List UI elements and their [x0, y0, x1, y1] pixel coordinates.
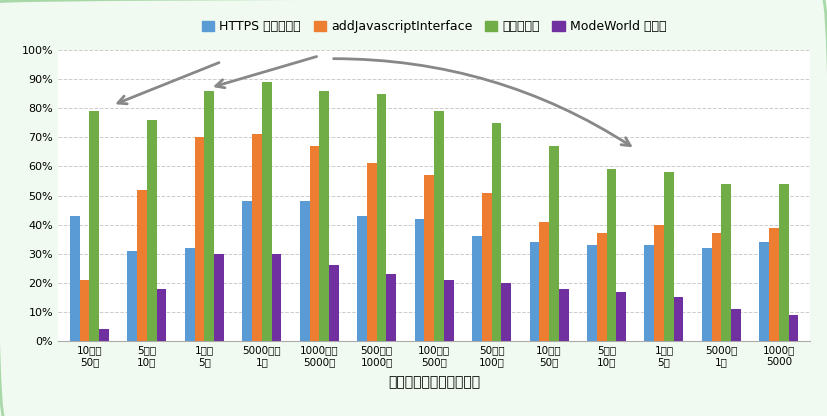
Bar	[70, 216, 79, 341]
Bar	[529, 242, 539, 341]
Bar	[99, 329, 109, 341]
Bar	[472, 236, 482, 341]
Bar	[137, 190, 147, 341]
Bar	[252, 134, 262, 341]
Bar	[262, 82, 271, 341]
Legend: HTTPS 実装脆弱性, addJavascriptInterface, 脆弱な暗号, ModeWorld の利用: HTTPS 実装脆弱性, addJavascriptInterface, 脆弱な…	[197, 15, 672, 38]
Bar	[501, 283, 511, 341]
Bar	[616, 292, 626, 341]
Bar	[539, 222, 549, 341]
Bar	[491, 123, 501, 341]
Bar	[204, 91, 214, 341]
Bar	[424, 175, 434, 341]
Bar	[789, 315, 798, 341]
Bar	[147, 120, 156, 341]
Bar	[194, 137, 204, 341]
Bar	[606, 169, 616, 341]
Bar	[357, 216, 367, 341]
Bar	[597, 233, 606, 341]
Bar	[89, 111, 99, 341]
Bar	[559, 289, 569, 341]
Bar	[309, 146, 319, 341]
Bar	[702, 248, 712, 341]
Bar	[156, 289, 166, 341]
Bar	[721, 184, 731, 341]
Bar	[482, 193, 491, 341]
Bar	[329, 265, 339, 341]
Bar	[377, 94, 386, 341]
Bar	[444, 280, 454, 341]
Bar	[664, 172, 674, 341]
Bar	[79, 280, 89, 341]
Bar	[414, 219, 424, 341]
Bar	[434, 111, 444, 341]
Bar	[759, 242, 769, 341]
X-axis label: アプリのダウンロード数: アプリのダウンロード数	[388, 375, 480, 389]
Bar	[214, 254, 224, 341]
Bar	[386, 274, 396, 341]
Bar	[367, 163, 377, 341]
Bar	[185, 248, 194, 341]
Bar	[242, 201, 252, 341]
Bar	[769, 228, 779, 341]
Bar	[674, 297, 683, 341]
Bar	[644, 245, 654, 341]
Bar	[587, 245, 597, 341]
Bar	[779, 184, 789, 341]
Bar	[127, 251, 137, 341]
Bar	[299, 201, 309, 341]
Bar	[549, 146, 559, 341]
Bar	[319, 91, 329, 341]
Bar	[654, 225, 664, 341]
Bar	[731, 309, 741, 341]
Bar	[271, 254, 281, 341]
Bar	[712, 233, 721, 341]
